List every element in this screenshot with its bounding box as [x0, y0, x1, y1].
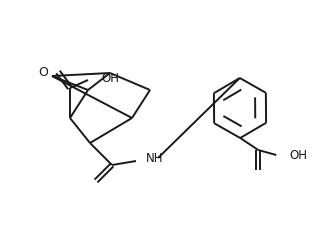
Text: NH: NH [146, 152, 164, 164]
Text: O: O [38, 65, 48, 79]
Text: OH: OH [289, 149, 307, 163]
Text: OH: OH [101, 71, 119, 84]
